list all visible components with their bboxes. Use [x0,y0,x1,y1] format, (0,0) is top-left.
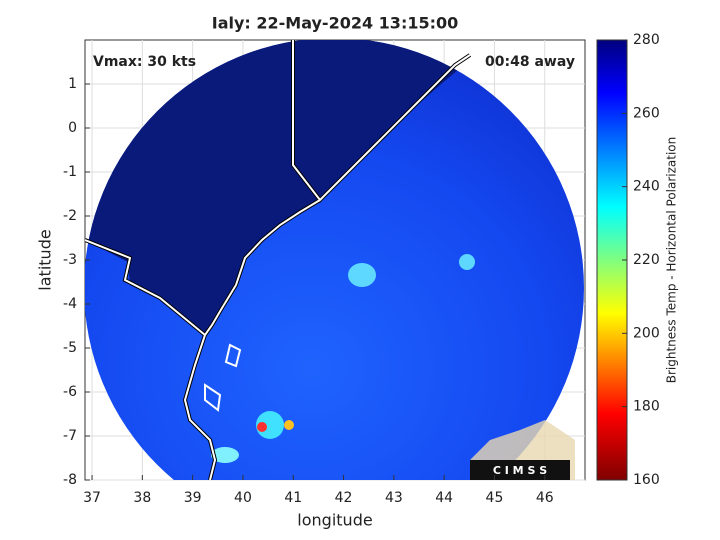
x-tick-label: 38 [133,490,151,506]
annotation: 00:48 away [485,54,575,70]
y-tick-label: -7 [63,428,77,444]
logo: C I M S S [470,420,575,480]
x-tick-label: 40 [234,490,252,506]
x-tick-label: 43 [385,490,403,506]
x-axis-label: longitude [297,511,372,530]
colorbar-tick-label: 260 [633,105,660,121]
chart-title: Ialy: 22-May-2024 13:15:00 [212,14,459,33]
y-tick-label: 0 [68,120,77,136]
x-tick-label: 42 [335,490,353,506]
x-tick-label: 45 [486,490,504,506]
y-tick-label: -3 [63,252,77,268]
y-tick-label: -8 [63,472,77,488]
y-tick-label: 1 [68,76,77,92]
colorbar-tick-label: 200 [633,325,660,341]
y-axis-label: latitude [36,229,55,290]
radar-image [85,40,584,480]
colorbar-tick-label: 240 [633,179,660,195]
y-tick-label: -2 [63,208,77,224]
x-tick-label: 37 [83,490,101,506]
x-tick-label: 46 [536,490,554,506]
colorbar-label: Brightness Temp - Horizontal Polarizatio… [665,137,679,384]
x-tick-label: 44 [435,490,453,506]
y-tick-label: -1 [63,164,77,180]
logo-text: C I M S S [493,464,547,477]
y-tick-label: -5 [63,340,77,356]
y-tick-label: -6 [63,384,77,400]
colorbar-tick-label: 160 [633,472,660,488]
y-tick-label: -4 [63,296,77,312]
x-tick-label: 39 [184,490,202,506]
colorbar-tick-label: 280 [633,32,660,48]
colorbar-tick-label: 180 [633,399,660,415]
annotation: Vmax: 30 kts [93,54,196,70]
x-tick-label: 41 [284,490,302,506]
colorbar-tick-label: 220 [633,252,660,268]
